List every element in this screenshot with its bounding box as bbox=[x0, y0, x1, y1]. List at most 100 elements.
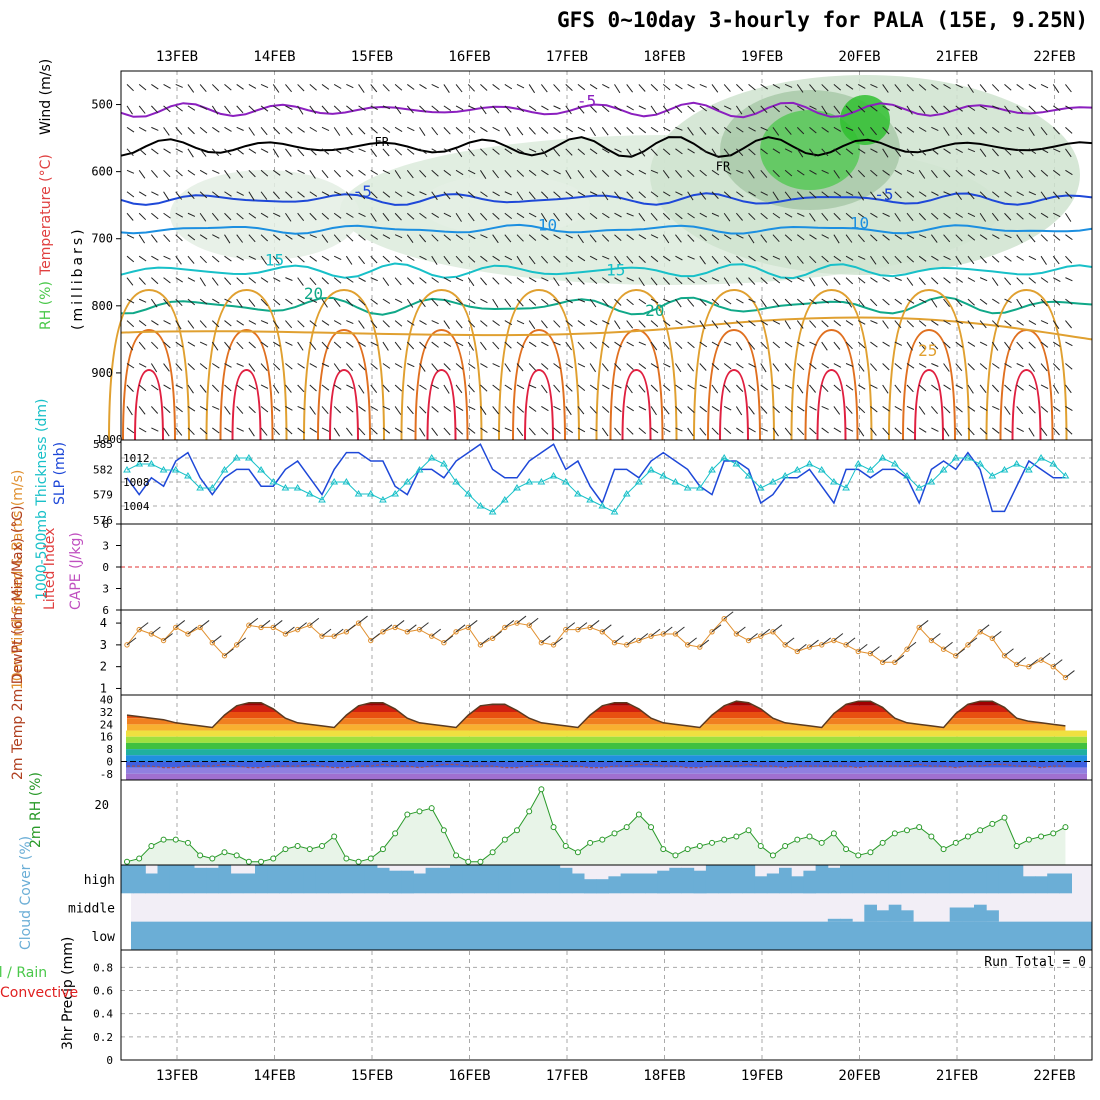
wind-barb bbox=[285, 148, 292, 157]
wind-barb bbox=[675, 255, 683, 261]
wind-barb bbox=[821, 277, 828, 286]
wind-barb bbox=[541, 105, 549, 111]
wind-barb bbox=[955, 234, 963, 242]
wind-barb bbox=[175, 255, 182, 265]
wind-barb bbox=[540, 320, 548, 329]
wind-barb bbox=[175, 384, 183, 389]
cloud-bar bbox=[328, 865, 341, 894]
wind-barb bbox=[650, 212, 658, 221]
rh-point bbox=[440, 827, 447, 834]
wind-barb bbox=[930, 406, 938, 415]
temp-tick-label: 40 bbox=[100, 694, 113, 707]
wind-barb bbox=[614, 427, 622, 436]
wind-speed-point bbox=[575, 626, 581, 633]
wind-barb bbox=[516, 212, 525, 219]
wind-barb bbox=[407, 624, 417, 633]
cloud-bar bbox=[364, 865, 378, 894]
cloud-bar bbox=[1047, 873, 1060, 894]
rh-point bbox=[453, 852, 460, 859]
isotherm-warm-loop bbox=[902, 328, 956, 441]
wind-barb bbox=[492, 406, 500, 415]
wind-barb bbox=[480, 255, 488, 262]
wind-barb bbox=[248, 169, 256, 178]
cloud-bar bbox=[437, 867, 451, 894]
wind-barb bbox=[224, 648, 234, 657]
wind-barb bbox=[431, 298, 439, 307]
wind-barb bbox=[772, 255, 781, 260]
wind-barb bbox=[577, 363, 586, 368]
slp-point bbox=[842, 484, 850, 491]
cloud-level-label: high bbox=[84, 873, 115, 888]
wind-barb bbox=[528, 127, 536, 135]
wind-barb bbox=[601, 191, 609, 201]
wind-barb bbox=[1016, 657, 1026, 665]
wind-barb bbox=[943, 341, 951, 349]
wind-barb bbox=[870, 148, 878, 153]
wind-barb bbox=[455, 105, 464, 111]
rh-point bbox=[830, 830, 837, 837]
wind-barb bbox=[577, 234, 584, 244]
wind-barb bbox=[955, 169, 963, 177]
wind-barb bbox=[394, 277, 402, 286]
wind-speed-point bbox=[636, 637, 642, 644]
slp-point bbox=[220, 466, 229, 473]
isotherm-warm-loop bbox=[205, 288, 288, 441]
wind-barb bbox=[309, 298, 318, 303]
wind-barb bbox=[589, 277, 598, 284]
wind-barb bbox=[394, 191, 403, 197]
wind-barb bbox=[199, 255, 207, 264]
wind-barb bbox=[918, 427, 927, 433]
wind-barb bbox=[882, 298, 890, 306]
cloud-bar bbox=[510, 865, 524, 894]
wind-barb bbox=[1052, 384, 1060, 394]
wind-speed-point bbox=[428, 633, 435, 639]
wind-barb bbox=[333, 406, 342, 414]
wind-barb bbox=[943, 83, 951, 89]
wind-barb bbox=[138, 277, 146, 285]
wind-barb bbox=[699, 105, 707, 112]
wind-barb bbox=[333, 212, 342, 219]
wind-barb bbox=[467, 620, 478, 628]
wind-barb bbox=[1065, 191, 1073, 199]
wind-barb bbox=[955, 83, 963, 89]
wind-barb bbox=[760, 277, 768, 285]
slp-point bbox=[866, 466, 875, 473]
slp-point bbox=[695, 484, 704, 491]
wind-barb bbox=[650, 384, 658, 392]
wind-barb bbox=[504, 127, 511, 137]
rh-point bbox=[977, 827, 984, 834]
wind-barb bbox=[333, 127, 341, 136]
wind-barb bbox=[979, 191, 988, 199]
wind-barb bbox=[272, 384, 280, 394]
freezing-level-line bbox=[120, 136, 1093, 158]
wind-barb bbox=[614, 234, 622, 241]
wind-barb bbox=[321, 628, 332, 637]
wind-barb bbox=[1065, 384, 1072, 394]
wind-barb bbox=[260, 127, 268, 136]
wind-barb bbox=[772, 406, 780, 414]
isotherm-warm-loop bbox=[1011, 368, 1042, 441]
wind-barb bbox=[272, 148, 280, 158]
wind-barb bbox=[370, 341, 378, 347]
wind-barb bbox=[321, 126, 330, 132]
wind-barb bbox=[224, 427, 232, 433]
temp-tick-label: 32 bbox=[100, 706, 113, 719]
wind-barb bbox=[991, 148, 999, 157]
wind-barb bbox=[540, 384, 548, 394]
wind-barb bbox=[809, 126, 817, 134]
wind-barb bbox=[321, 191, 330, 196]
wind-barb bbox=[138, 427, 147, 433]
wind-barb bbox=[748, 298, 756, 303]
wind-barb bbox=[150, 169, 158, 178]
wind-barb bbox=[894, 126, 902, 134]
wind-barb bbox=[540, 212, 548, 222]
wind-barb bbox=[321, 255, 330, 261]
wind-barb bbox=[297, 105, 304, 115]
rh-point bbox=[562, 842, 569, 849]
wind-barb bbox=[626, 363, 634, 370]
slp-tick-label: 1004 bbox=[123, 500, 150, 513]
wind-barb bbox=[906, 255, 915, 263]
wind-barb bbox=[675, 298, 682, 308]
wind-barb bbox=[979, 84, 987, 93]
wind-barb bbox=[784, 384, 793, 389]
